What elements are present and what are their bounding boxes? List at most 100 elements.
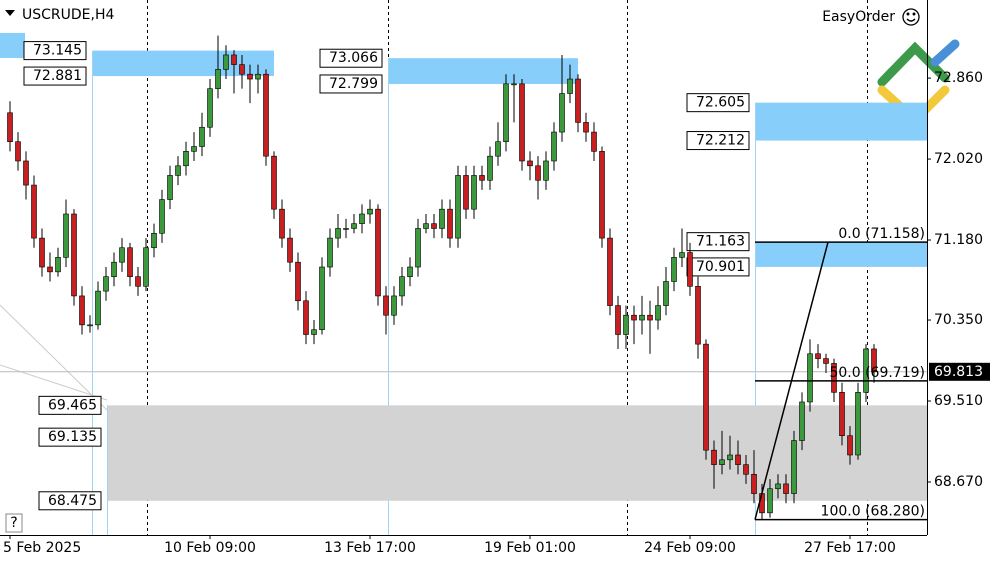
candle-body	[319, 266, 325, 330]
price-label: 72.212	[696, 133, 745, 149]
fib-label: 50.0 (69.719)	[829, 365, 925, 381]
candle-body	[687, 252, 693, 287]
y-tick-label: 68.670	[934, 474, 983, 490]
candle-body	[135, 276, 141, 287]
candle-body	[247, 73, 253, 80]
price-label-box	[38, 395, 102, 415]
candle-body	[775, 483, 781, 490]
x-tick-label: 13 Feb 17:00	[324, 540, 416, 556]
price-label: 72.799	[329, 76, 378, 92]
current-price-box	[929, 362, 990, 381]
smiley-eye[interactable]	[906, 12, 910, 16]
smiley-face[interactable]	[902, 8, 920, 26]
current-price-label: 69.813	[934, 364, 983, 380]
zone	[92, 50, 274, 77]
price-label-box	[686, 257, 750, 277]
x-tick-label: 5 Feb 2025	[3, 540, 81, 556]
price-label: 71.163	[696, 234, 745, 250]
candle-body	[175, 165, 181, 176]
candle-body	[279, 208, 285, 239]
logo-green	[877, 41, 950, 87]
fib-label: 100.0 (68.280)	[821, 504, 925, 520]
candle-body	[103, 276, 109, 292]
price-label: 68.475	[48, 493, 97, 509]
candle-body	[63, 213, 69, 258]
candle-body	[47, 266, 53, 273]
price-label: 72.605	[696, 95, 745, 111]
candle-body	[839, 392, 845, 437]
zone	[755, 102, 927, 141]
candle-body	[791, 440, 797, 494]
candle-body	[495, 141, 501, 157]
candle-body	[431, 223, 437, 229]
trend-fragment	[0, 364, 108, 401]
candle-body	[671, 257, 677, 282]
candle-body	[55, 257, 61, 273]
price-label-box	[686, 93, 750, 113]
candle-body	[607, 237, 613, 306]
price-label-box	[38, 427, 102, 447]
candle-body	[271, 155, 277, 210]
candle-body	[639, 314, 645, 321]
price-label-box	[319, 74, 383, 94]
candle-body	[831, 363, 837, 393]
candle-body	[287, 237, 293, 263]
candle-body	[239, 64, 245, 75]
candle-body	[855, 392, 861, 456]
candle-body	[295, 261, 301, 302]
menu-arrow[interactable]	[5, 10, 15, 16]
candle-body	[783, 483, 789, 494]
candle-body	[815, 353, 821, 359]
zone	[755, 241, 927, 267]
candle-body	[127, 247, 133, 277]
help-label[interactable]: ?	[10, 515, 17, 531]
candle-body	[31, 184, 37, 239]
y-tick-label: 71.180	[934, 232, 983, 248]
smiley[interactable]	[902, 8, 920, 26]
candle-body	[847, 435, 853, 456]
candle-body	[719, 459, 725, 465]
candle-body	[519, 83, 525, 162]
zone-fragment	[0, 33, 25, 58]
candle-body	[415, 228, 421, 268]
smiley-eye[interactable]	[912, 12, 916, 16]
candle-body	[87, 324, 93, 327]
candle-body	[255, 73, 261, 80]
candle-body	[759, 493, 765, 514]
candle-body	[23, 160, 29, 186]
x-tick-label: 24 Feb 09:00	[644, 540, 736, 556]
candle-body	[471, 175, 477, 210]
fib-label: 0.0 (71.158)	[838, 226, 925, 242]
candle-body	[71, 213, 77, 297]
candle-body	[143, 247, 149, 287]
price-label: 69.465	[48, 397, 97, 413]
smiley-mouth[interactable]	[906, 18, 916, 22]
candle-body	[591, 131, 597, 152]
candle-body	[743, 464, 749, 475]
x-tick-label: 10 Feb 09:00	[164, 540, 256, 556]
panel-label[interactable]: EasyOrder	[822, 9, 895, 25]
price-label: 73.066	[329, 50, 378, 66]
candle-body	[463, 175, 469, 210]
candle-body	[535, 165, 541, 181]
candle-body	[39, 237, 45, 268]
help-box[interactable]	[5, 513, 23, 533]
candle-body	[527, 160, 533, 167]
price-label-box	[686, 131, 750, 151]
zone	[388, 58, 578, 84]
candle-body	[391, 295, 397, 316]
candle-body	[327, 237, 333, 268]
candle-body	[359, 213, 365, 224]
candle-body	[191, 146, 197, 152]
trend-fragment	[0, 304, 108, 411]
candle-body	[311, 329, 317, 335]
candle-body	[7, 112, 13, 143]
candle-body	[807, 353, 813, 403]
candle-body	[567, 78, 573, 94]
candle-body	[631, 314, 637, 321]
candle-body	[375, 208, 381, 297]
candle-body	[751, 473, 757, 494]
candle-body	[551, 131, 557, 162]
candle-body	[335, 228, 341, 239]
